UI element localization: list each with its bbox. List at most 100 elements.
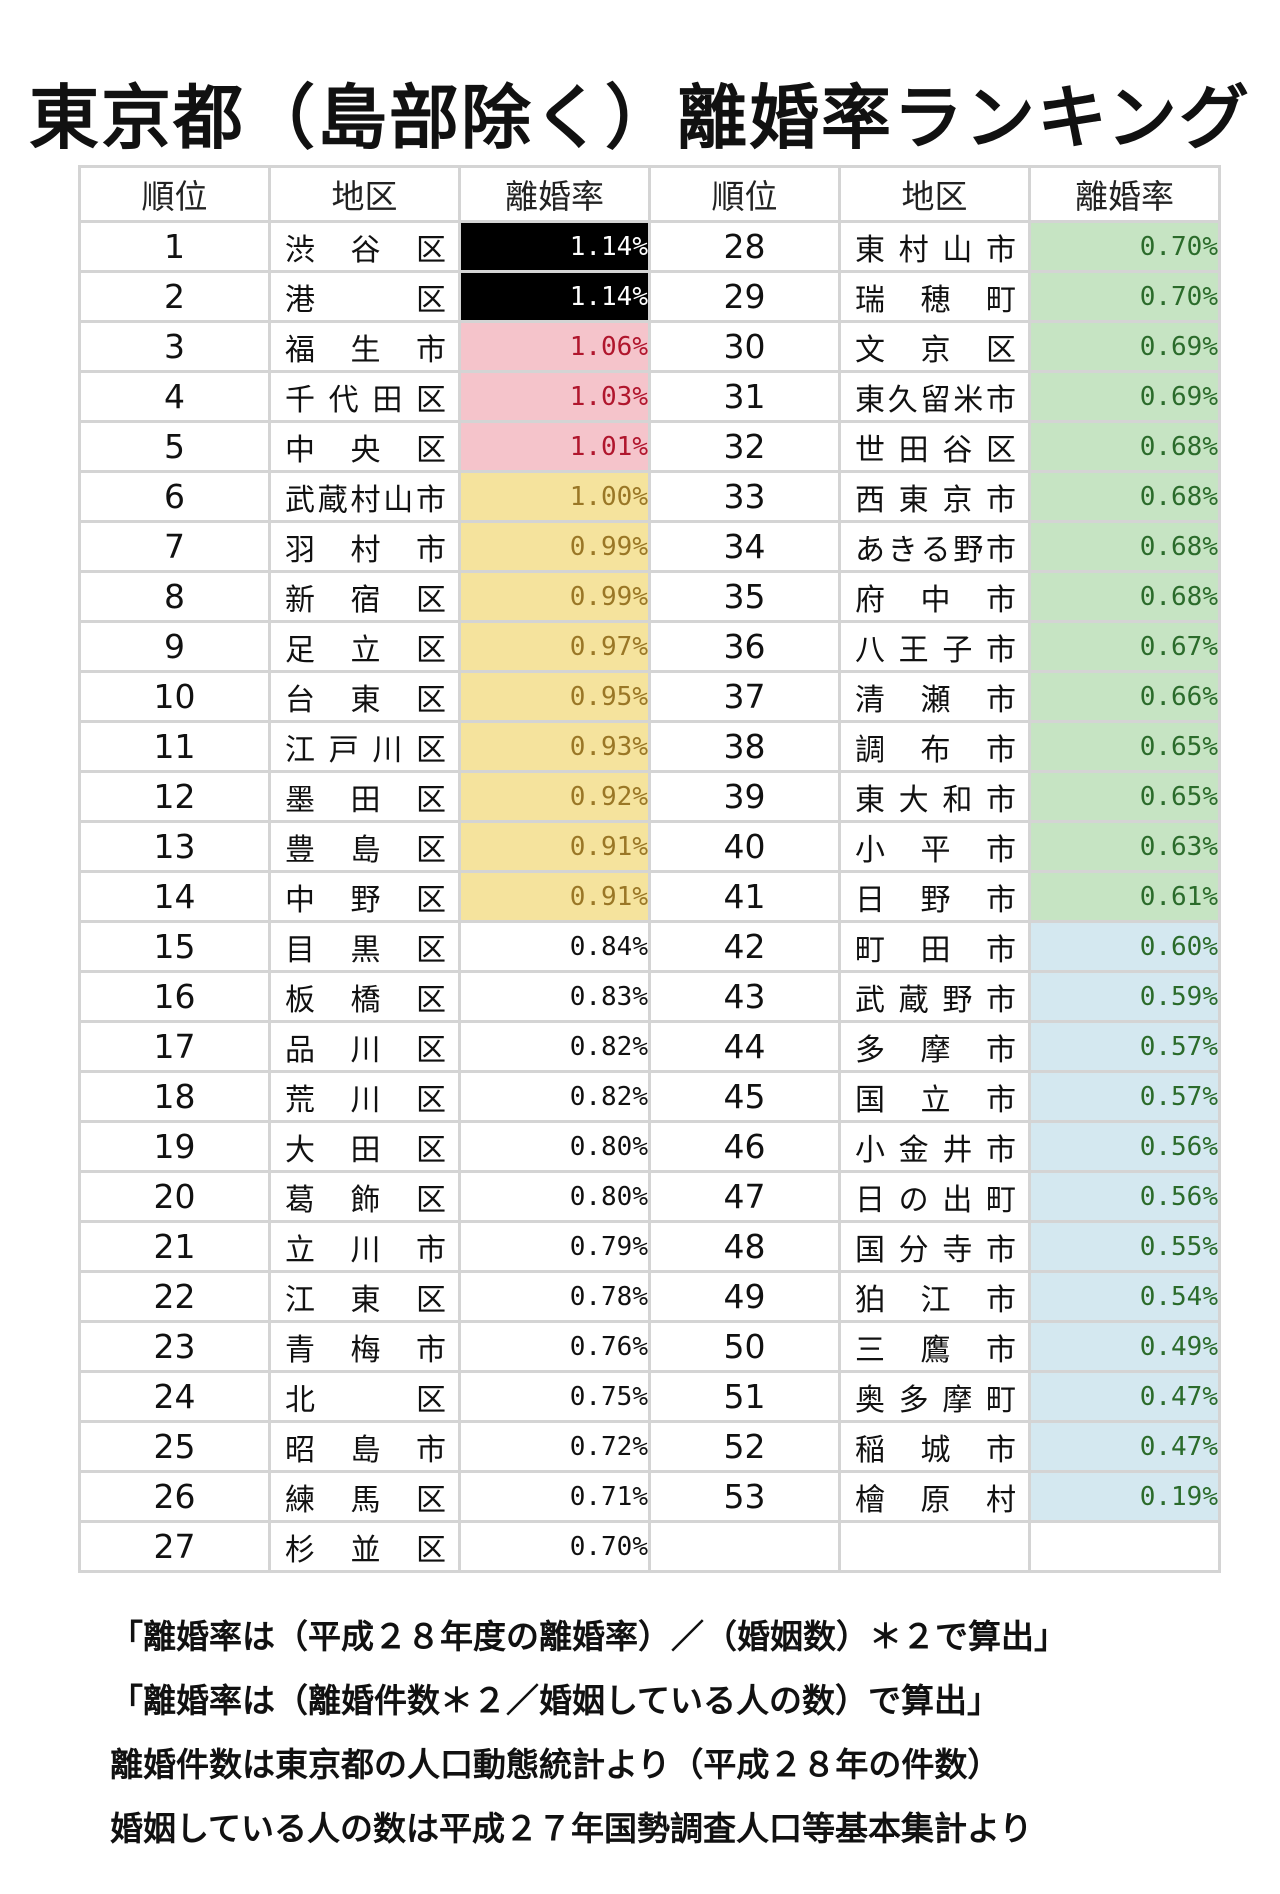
area-cell: 福生市 [268, 320, 461, 373]
area-name: 瑞穂町 [841, 275, 1028, 319]
area-char: 区 [416, 1482, 446, 1518]
ranking-table: 順位 地区 離婚率 順位 地区 離婚率 1 渋谷区 1.14% 28 東村山市 0.70%… [78, 165, 1221, 1573]
area-cell: 国立市 [838, 1070, 1031, 1123]
table-row: 7 羽村市 0.99% 34 あきる野市 0.68% [78, 520, 1221, 573]
area-char: 野 [942, 982, 973, 1018]
area-char: 蔵 [898, 982, 929, 1018]
column-header-rank: 順位 [648, 165, 841, 223]
rate-cell: 0.70% [458, 1520, 651, 1573]
area-char: 川 [350, 1232, 381, 1268]
area-char: 板 [285, 982, 315, 1018]
area-char: 三 [855, 1332, 885, 1368]
rank-cell: 2 [78, 270, 271, 323]
area-name: 新宿区 [271, 575, 458, 619]
table-row: 8 新宿区 0.99% 35 府中市 0.68% [78, 570, 1221, 623]
rank-cell: 45 [648, 1070, 841, 1123]
area-name: 目黒区 [271, 925, 458, 969]
area-char: 黒 [350, 932, 381, 968]
area-char: 戸 [328, 732, 359, 768]
area-char: 穂 [920, 282, 951, 318]
area-char: 狛 [855, 1282, 885, 1318]
column-header-area: 地区 [268, 165, 461, 223]
area-char: 世 [855, 432, 885, 468]
area-char: 町 [985, 1382, 1016, 1418]
area-cell: 新宿区 [268, 570, 461, 623]
area-name: 江戸川区 [271, 725, 458, 769]
rate-cell: 1.00% [458, 470, 651, 523]
area-char: 国 [855, 1232, 885, 1268]
area-name: 小平市 [841, 825, 1028, 869]
rate-cell: 0.56% [1028, 1120, 1221, 1173]
area-cell: 小平市 [838, 820, 1031, 873]
area-char: 清 [855, 682, 885, 718]
area-name: 府中市 [841, 575, 1028, 619]
rank-cell: 22 [78, 1270, 271, 1323]
rate-cell: 0.60% [1028, 920, 1221, 973]
area-char: 瀬 [920, 682, 951, 718]
area-name: 大田区 [271, 1125, 458, 1169]
table-row: 17 品川区 0.82% 44 多摩市 0.57% [78, 1020, 1221, 1073]
area-cell: 国分寺市 [838, 1220, 1031, 1273]
rank-cell: 50 [648, 1320, 841, 1373]
area-char: 北 [285, 1382, 315, 1418]
area-name: 日野市 [841, 875, 1028, 919]
rate-cell: 0.63% [1028, 820, 1221, 873]
rank-cell: 5 [78, 420, 271, 473]
area-cell: 世田谷区 [838, 420, 1031, 473]
area-char: 区 [416, 832, 446, 868]
rank-cell: 11 [78, 720, 271, 773]
area-char: 分 [898, 1232, 929, 1268]
rate-cell: 0.99% [458, 570, 651, 623]
area-cell: 武蔵野市 [838, 970, 1031, 1023]
area-cell: 狛江市 [838, 1270, 1031, 1323]
area-char: 市 [985, 232, 1016, 268]
table-row: 9 足立区 0.97% 36 八王子市 0.67% [78, 620, 1221, 673]
rate-cell: 0.66% [1028, 670, 1221, 723]
area-char: 調 [855, 732, 885, 768]
area-cell: 中野区 [268, 870, 461, 923]
area-name: 調布市 [841, 725, 1028, 769]
area-char: 村 [898, 232, 929, 268]
area-char: 田 [372, 382, 403, 418]
area-char: 市 [416, 1432, 446, 1468]
area-char: 田 [898, 432, 929, 468]
table-row: 26 練馬区 0.71% 53 檜原村 0.19% [78, 1470, 1221, 1523]
area-name: 武蔵野市 [841, 975, 1028, 1019]
area-char: 市 [416, 1332, 446, 1368]
rank-cell: 27 [78, 1520, 271, 1573]
area-char: 馬 [350, 1482, 381, 1518]
area-char: 武 [285, 482, 315, 518]
rank-cell: 28 [648, 220, 841, 273]
rate-cell: 0.82% [458, 1020, 651, 1073]
column-header-rank: 順位 [78, 165, 271, 223]
area-char: 小 [855, 1132, 885, 1168]
area-char: 大 [898, 782, 929, 818]
area-char: 小 [855, 832, 885, 868]
empty-cell [1028, 1520, 1221, 1573]
area-char: 目 [285, 932, 315, 968]
rate-cell: 0.80% [458, 1120, 651, 1173]
area-name: 日の出町 [841, 1175, 1028, 1219]
area-char: 区 [986, 332, 1016, 368]
area-cell: 小金井市 [838, 1120, 1031, 1173]
area-char: 区 [416, 432, 446, 468]
area-char: 区 [416, 1382, 446, 1418]
area-char: 区 [416, 1282, 446, 1318]
area-char: 日 [855, 1182, 885, 1218]
area-char: 子 [942, 632, 973, 668]
area-name: 多摩市 [841, 1025, 1028, 1069]
area-cell: 品川区 [268, 1020, 461, 1073]
area-char: 杉 [285, 1532, 315, 1568]
area-name: 北区 [271, 1375, 458, 1419]
rate-cell: 1.01% [458, 420, 651, 473]
area-char: 区 [985, 432, 1016, 468]
rate-cell: 0.82% [458, 1070, 651, 1123]
rate-cell: 0.70% [1028, 220, 1221, 273]
area-char: 立 [920, 1082, 951, 1118]
area-char: 蔵 [317, 482, 348, 518]
area-cell: 昭島市 [268, 1420, 461, 1473]
area-char: 鷹 [920, 1332, 951, 1368]
rank-cell: 52 [648, 1420, 841, 1473]
rank-cell: 32 [648, 420, 841, 473]
rate-cell: 0.57% [1028, 1070, 1221, 1123]
